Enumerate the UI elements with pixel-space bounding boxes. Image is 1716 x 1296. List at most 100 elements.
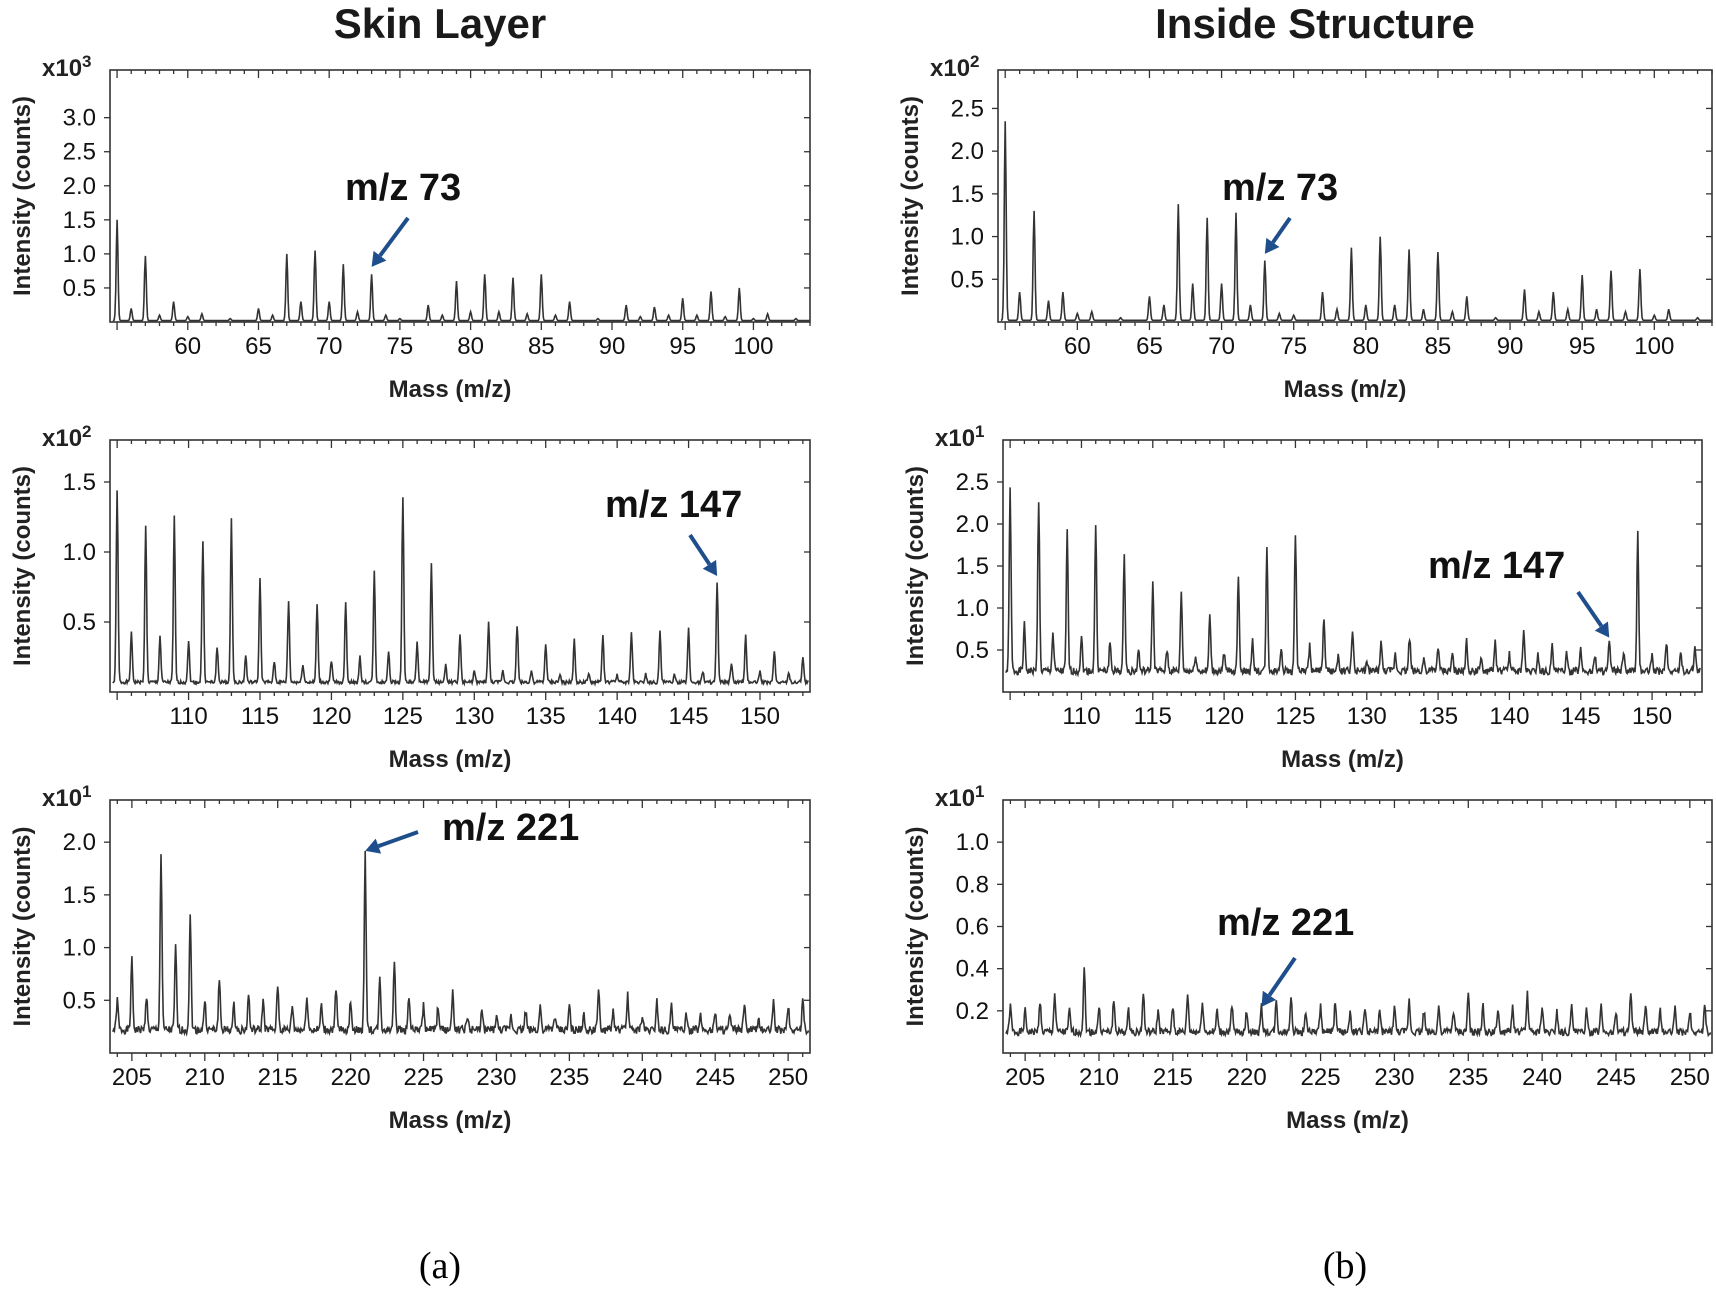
x-tick-label: 205: [1005, 1064, 1045, 1091]
x-tick-label: 70: [1208, 333, 1235, 360]
y-tick-label: 2.0: [63, 829, 96, 856]
spectrum-line: [1000, 121, 1712, 322]
scale-label: x103: [42, 52, 92, 83]
plot-frame: [1002, 439, 1703, 693]
peak-annotation: m/z 147: [1428, 545, 1565, 587]
x-tick-label: 245: [695, 1064, 735, 1091]
x-tick-label: 240: [1522, 1064, 1562, 1091]
x-tick-label: 140: [597, 703, 637, 730]
y-tick-label: 2.0: [956, 511, 989, 538]
peak-annotation: m/z 73: [345, 167, 461, 209]
scale-exponent: 1: [975, 782, 984, 801]
x-tick-label: 145: [669, 703, 709, 730]
arrow-head: [365, 838, 382, 854]
x-tick-label: 235: [1448, 1064, 1488, 1091]
y-tick-label: 1.0: [63, 935, 96, 962]
x-tick-label: 215: [258, 1064, 298, 1091]
scale-label: x101: [935, 782, 985, 813]
x-tick-label: 95: [1569, 333, 1596, 360]
caption-a: (a): [418, 1245, 462, 1287]
y-axis-label: Intensity (counts): [9, 826, 36, 1026]
x-tick-label: 75: [387, 333, 414, 360]
y-tick-label: 1.5: [63, 207, 96, 234]
y-tick-label: 1.5: [63, 882, 96, 909]
y-tick-label: 1.0: [951, 224, 984, 251]
x-tick-label: 75: [1280, 333, 1307, 360]
x-tick-label: 80: [457, 333, 484, 360]
scale-exponent: 2: [970, 52, 979, 71]
x-tick-label: 120: [1204, 703, 1244, 730]
x-tick-label: 110: [1062, 703, 1100, 730]
y-tick-label: 2.0: [951, 138, 984, 165]
x-axis-label: Mass (m/z): [389, 746, 512, 773]
scale-exponent: 1: [82, 782, 91, 801]
x-tick-label: 65: [245, 333, 272, 360]
x-tick-label: 230: [476, 1064, 516, 1091]
arrow-head: [371, 250, 387, 267]
x-tick-label: 150: [740, 703, 780, 730]
annotation-arrow: [1271, 216, 1292, 244]
y-axis-label: Intensity (counts): [9, 96, 36, 296]
y-tick-label: 1.0: [63, 539, 96, 566]
peak-annotation: m/z 147: [605, 484, 742, 526]
y-tick-label: 0.5: [63, 987, 96, 1014]
arrow-head: [1264, 237, 1280, 254]
y-tick-label: 0.4: [956, 956, 989, 983]
scale-exponent: 3: [82, 52, 91, 71]
x-tick-label: 70: [316, 333, 343, 360]
x-tick-label: 250: [768, 1064, 808, 1091]
x-tick-label: 245: [1596, 1064, 1636, 1091]
x-tick-label: 215: [1153, 1064, 1193, 1091]
right-column-title: Inside Structure: [1155, 0, 1475, 47]
arrow-head: [1261, 990, 1277, 1007]
y-tick-label: 2.5: [956, 469, 989, 496]
x-axis-label: Mass (m/z): [389, 376, 512, 403]
spectrum-line: [1005, 967, 1712, 1039]
y-axis-label: Intensity (counts): [902, 466, 929, 666]
spectrum-line: [112, 490, 809, 687]
y-tick-label: 0.6: [956, 914, 989, 941]
y-tick-label: 1.5: [956, 553, 989, 580]
x-tick-label: 135: [526, 703, 566, 730]
annotation-arrow: [688, 533, 712, 566]
annotation-arrow: [378, 216, 410, 257]
spectrum-line: [1005, 487, 1701, 678]
y-tick-label: 2.5: [951, 95, 984, 122]
x-axis-label: Mass (m/z): [1284, 376, 1407, 403]
x-tick-label: 115: [1134, 703, 1172, 730]
scale-label: x102: [42, 422, 92, 453]
plot-frame: [1002, 799, 1713, 1054]
x-tick-label: 110: [169, 703, 207, 730]
y-tick-label: 1.5: [951, 181, 984, 208]
scale-exponent: 2: [82, 422, 91, 441]
spectrum-line: [112, 219, 810, 322]
x-tick-label: 65: [1136, 333, 1163, 360]
plot-frame: [109, 799, 811, 1054]
y-tick-label: 0.5: [63, 275, 96, 302]
x-tick-label: 115: [241, 703, 279, 730]
scale-label: x101: [42, 782, 92, 813]
y-tick-label: 0.2: [956, 998, 989, 1025]
x-tick-label: 150: [1632, 703, 1672, 730]
x-tick-label: 220: [1227, 1064, 1267, 1091]
y-tick-label: 3.0: [63, 105, 96, 132]
peak-annotation: m/z 221: [442, 807, 579, 849]
scale-exponent: 1: [975, 422, 984, 441]
chart-a2: 110 115 120 125 130 135 140 145 150 0.5 1.0 1.5 x102…: [9, 422, 811, 773]
x-tick-label: 230: [1374, 1064, 1414, 1091]
x-tick-label: 125: [383, 703, 423, 730]
annotation-arrow: [377, 830, 419, 849]
plot-frame: [109, 69, 811, 323]
chart-a1: 60 65 70 75 80 85 90 95 100 0.5 1.0 1.5 2.0 2.5 3.0 x10…: [9, 52, 811, 403]
x-tick-label: 205: [112, 1064, 152, 1091]
x-tick-label: 135: [1418, 703, 1458, 730]
x-tick-label: 250: [1670, 1064, 1710, 1091]
x-tick-label: 125: [1275, 703, 1315, 730]
left-column-title: Skin Layer: [333, 0, 547, 47]
x-tick-label: 80: [1352, 333, 1379, 360]
chart-a3: 205 210 215 220 225 230 235 240 245 250 0.5 1.0 1.5 2…: [9, 782, 811, 1134]
arrow-head: [1594, 621, 1610, 638]
x-tick-label: 85: [528, 333, 555, 360]
y-tick-label: 1.5: [63, 469, 96, 496]
